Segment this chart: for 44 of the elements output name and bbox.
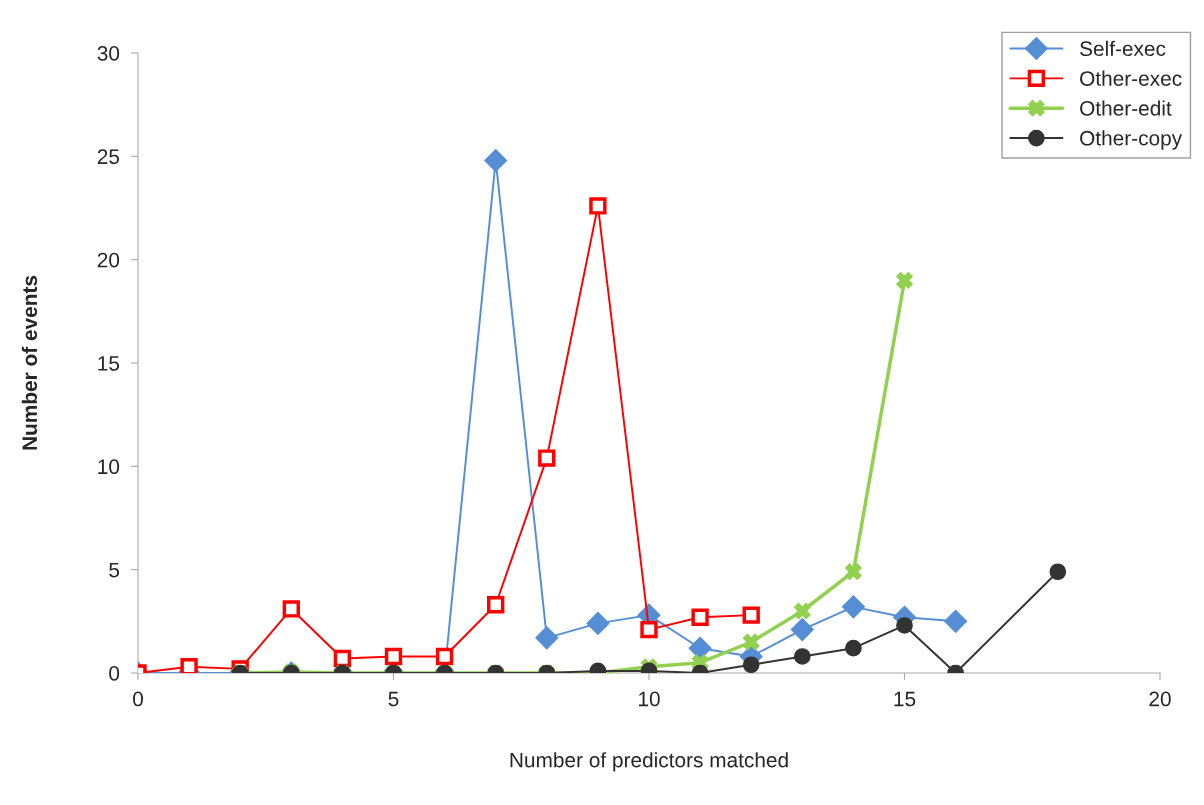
point [742, 606, 760, 624]
legend-label: Other-copy [1080, 130, 1183, 150]
x-tick-label: 5 [388, 691, 399, 707]
legend-label: Self-exec [1080, 40, 1166, 57]
legend-label: Other-exec [1080, 70, 1182, 86]
point [333, 649, 352, 668]
point [691, 608, 709, 626]
x-tick-label: 0 [133, 691, 143, 707]
point [640, 620, 658, 639]
point [790, 618, 814, 642]
point [793, 648, 811, 665]
point [742, 633, 760, 651]
x-tick-label: 15 [894, 691, 916, 707]
point [589, 197, 607, 215]
point [944, 609, 968, 633]
point [435, 647, 454, 666]
x-tick-label: 10 [639, 691, 660, 707]
y-axis-title: Number of events [21, 275, 38, 450]
point [793, 602, 811, 620]
x-axis-title: Number of predictors matched [510, 752, 788, 772]
point [841, 595, 865, 619]
point [586, 611, 610, 635]
point [896, 271, 913, 289]
point [538, 449, 556, 467]
point [484, 148, 508, 172]
y-tick-label: 25 [97, 149, 120, 165]
point [384, 647, 403, 666]
legend-label: Other-edit [1080, 100, 1172, 116]
y-tick-label: 10 [98, 459, 120, 475]
y-tick-label: 20 [97, 252, 120, 268]
y-tick-label: 0 [109, 666, 120, 681]
point [535, 626, 559, 650]
point [1049, 563, 1067, 581]
point [742, 656, 760, 673]
y-tick-label: 5 [109, 562, 120, 578]
point [896, 617, 913, 634]
x-tick-label: 20 [1149, 691, 1171, 707]
point [845, 563, 862, 581]
y-tick-label: 15 [98, 356, 120, 371]
y-tick-label: 30 [97, 46, 120, 61]
point [845, 639, 862, 657]
point [487, 596, 505, 614]
point [688, 636, 712, 660]
point [282, 600, 300, 618]
